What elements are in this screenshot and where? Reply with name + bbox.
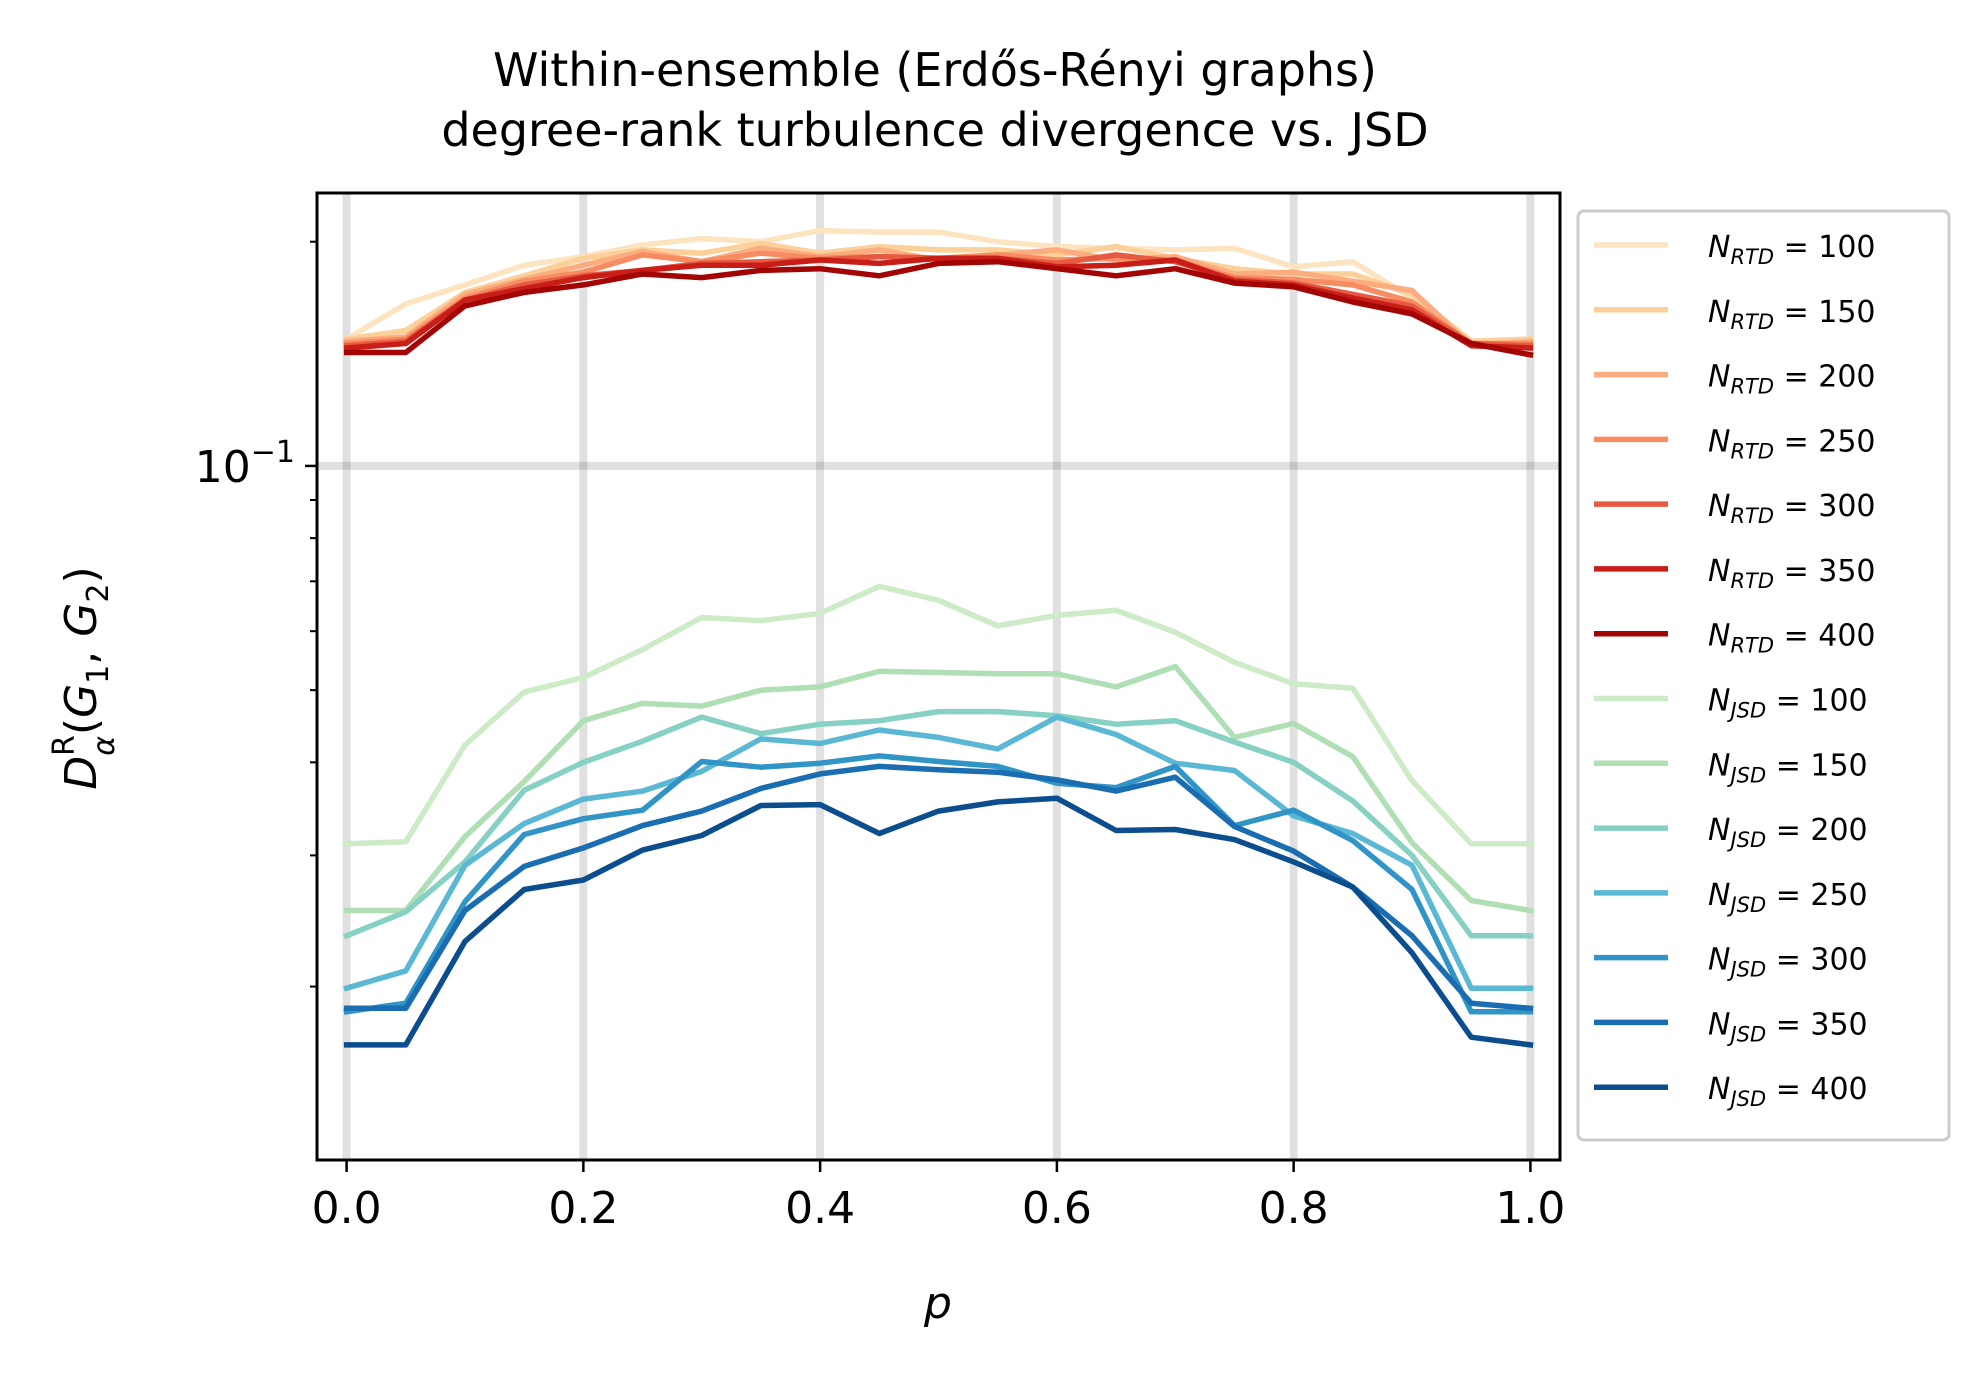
legend-symbol: N — [1708, 554, 1730, 589]
legend-value: = 300 — [1774, 489, 1875, 524]
x-axis: 0.0 0.2 0.4 0.6 0.8 1.0 — [312, 1160, 1565, 1234]
legend-entry: NRTD = 300 — [1708, 489, 1876, 528]
series-line — [343, 258, 1534, 359]
legend-subscript: RTD — [1730, 310, 1774, 334]
y-label-1: 1 — [81, 665, 116, 684]
legend-symbol: N — [1708, 684, 1730, 719]
legend-value: = 150 — [1774, 295, 1875, 330]
legend-entry: NRTD = 250 — [1708, 424, 1876, 463]
series-line — [343, 255, 1534, 351]
y-tick-exponent: −1 — [251, 435, 295, 470]
x-tick-label: 0.8 — [1259, 1183, 1329, 1234]
legend-value: = 400 — [1774, 619, 1875, 654]
legend-subscript: JSD — [1726, 699, 1766, 723]
series-line — [343, 708, 1534, 940]
legend-symbol: N — [1708, 230, 1730, 265]
series-line — [343, 763, 1534, 1012]
legend-entry: NRTD = 150 — [1708, 295, 1876, 334]
legend-value: = 100 — [1774, 230, 1875, 265]
legend-symbol: N — [1708, 619, 1730, 654]
legend-symbol: N — [1708, 878, 1730, 913]
x-tick-label: 1.0 — [1495, 1183, 1565, 1234]
legend-subscript: JSD — [1726, 1022, 1766, 1046]
legend-value: = 400 — [1766, 1072, 1867, 1107]
series-lines — [342, 227, 1534, 1048]
x-axis-label: p — [923, 1278, 952, 1329]
x-tick-label: 0.0 — [312, 1183, 382, 1234]
legend-entry: NJSD = 200 — [1708, 813, 1868, 852]
legend-subscript: JSD — [1726, 763, 1766, 787]
legend-subscript: RTD — [1730, 634, 1774, 658]
legend-value: = 250 — [1774, 424, 1875, 459]
legend-box — [1576, 209, 1951, 1142]
y-axis-label: DαR(G1, G2) — [47, 566, 122, 789]
x-tick-label: 0.6 — [1022, 1183, 1092, 1234]
legend-symbol: N — [1708, 424, 1730, 459]
legend-subscript: RTD — [1730, 439, 1774, 463]
y-label-alpha: α — [87, 736, 122, 756]
series-line — [343, 753, 1534, 1015]
legend-entry: NJSD = 250 — [1708, 878, 1868, 917]
legend-symbol: N — [1708, 943, 1730, 978]
series-line — [343, 583, 1534, 847]
legend-entry: NJSD = 100 — [1708, 684, 1868, 723]
y-label-paren: ( — [56, 718, 107, 735]
legend-entry: NJSD = 300 — [1708, 943, 1868, 982]
y-label-comma: , — [56, 637, 107, 665]
chart-subtitle: degree-rank turbulence divergence vs. JS… — [441, 103, 1428, 157]
plot-frame — [315, 191, 1562, 1162]
y-label-2: 2 — [81, 584, 116, 603]
legend-symbol: N — [1708, 748, 1730, 783]
legend-entry: NRTD = 200 — [1708, 360, 1876, 399]
y-label-g1: G — [56, 684, 107, 718]
x-tick-label: 0.2 — [548, 1183, 618, 1234]
series-line — [343, 663, 1534, 914]
y-label-r: R — [47, 735, 82, 756]
legend-value: = 200 — [1766, 813, 1867, 848]
legend-value: = 350 — [1774, 554, 1875, 589]
legend-subscript: RTD — [1730, 569, 1774, 593]
y-axis: 10−1 — [195, 240, 317, 988]
legend-symbol: N — [1708, 1072, 1730, 1107]
legend-entry: NRTD = 100 — [1708, 230, 1876, 269]
y-label-close: ) — [56, 566, 107, 583]
series-line — [343, 240, 1534, 345]
legend-value: = 300 — [1766, 943, 1867, 978]
legend-symbol: N — [1708, 489, 1730, 524]
legend-subscript: RTD — [1730, 504, 1774, 528]
y-label-g2: G — [56, 603, 107, 637]
y-tick-label: 10−1 — [195, 435, 295, 493]
legend-subscript: JSD — [1726, 1087, 1766, 1111]
legend-subscript: JSD — [1726, 893, 1766, 917]
y-label-d: D — [56, 756, 107, 790]
legend-value: = 250 — [1766, 878, 1867, 913]
x-tick-label: 0.4 — [785, 1183, 855, 1234]
legend-value: = 150 — [1766, 748, 1867, 783]
legend-value: = 350 — [1766, 1007, 1867, 1042]
legend-subscript: JSD — [1726, 828, 1766, 852]
legend-entry: NRTD = 400 — [1708, 619, 1876, 658]
legend-entry: NRTD = 350 — [1708, 554, 1876, 593]
legend-entry: NJSD = 350 — [1708, 1007, 1868, 1046]
legend-symbol: N — [1708, 1007, 1730, 1042]
series-line — [342, 227, 1534, 347]
legend-subscript: JSD — [1726, 958, 1766, 982]
legend-value: = 100 — [1766, 684, 1867, 719]
legend-symbol: N — [1708, 295, 1730, 330]
y-tick-base: 10 — [195, 442, 251, 493]
legend-entry: NJSD = 400 — [1708, 1072, 1868, 1111]
legend-symbol: N — [1708, 813, 1730, 848]
legend-value: = 200 — [1774, 360, 1875, 395]
legend-subscript: RTD — [1730, 245, 1774, 269]
series-line — [343, 795, 1534, 1048]
legend-subscript: RTD — [1730, 375, 1774, 399]
legend-symbol: N — [1708, 360, 1730, 395]
chart-title: Within-ensemble (Erdős-Rényi graphs) — [493, 43, 1377, 97]
legend-entry: NJSD = 150 — [1708, 748, 1868, 787]
